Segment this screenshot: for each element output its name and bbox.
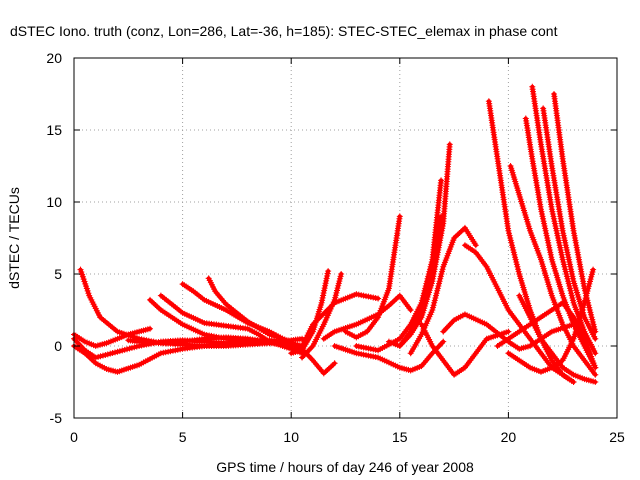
series-arc-20 bbox=[407, 224, 479, 357]
series-markers bbox=[353, 177, 445, 354]
series-arc-25 bbox=[507, 163, 599, 378]
series-arc-19 bbox=[396, 213, 445, 349]
plot-border bbox=[73, 57, 618, 419]
series-markers bbox=[205, 275, 295, 345]
x-tick-label: 0 bbox=[70, 429, 78, 445]
series-markers bbox=[507, 163, 599, 378]
series-arc-32 bbox=[494, 299, 599, 371]
series-markers bbox=[516, 292, 599, 385]
series-line bbox=[354, 178, 444, 353]
series-arc-15 bbox=[320, 292, 414, 342]
series-markers bbox=[505, 266, 597, 375]
y-axis-title: dSTEC / TECUs bbox=[6, 187, 22, 289]
x-tick-label: 5 bbox=[179, 429, 187, 445]
series-arc-27 bbox=[529, 83, 599, 357]
series-markers bbox=[540, 105, 599, 342]
series-markers bbox=[396, 213, 445, 349]
series-markers bbox=[299, 291, 382, 349]
series-arc-31 bbox=[505, 266, 597, 375]
series-markers bbox=[551, 91, 599, 335]
series-arc-28 bbox=[540, 105, 599, 342]
x-tick-label: 15 bbox=[392, 429, 408, 445]
series-markers bbox=[418, 321, 512, 378]
data-points bbox=[71, 83, 599, 385]
y-tick-label: 0 bbox=[54, 338, 62, 354]
x-axis-title: GPS time / hours of day 246 of year 2008 bbox=[216, 459, 474, 475]
series-markers bbox=[529, 83, 599, 357]
series-arc-14 bbox=[342, 213, 403, 341]
x-tick-label: 10 bbox=[283, 429, 299, 445]
series-markers bbox=[494, 299, 599, 371]
y-tick-label: 20 bbox=[46, 50, 62, 66]
y-tick-label: 5 bbox=[54, 266, 62, 282]
series-arc-26 bbox=[522, 115, 599, 371]
y-tick-label: 10 bbox=[46, 194, 62, 210]
x-tick-label: 20 bbox=[501, 429, 517, 445]
series-arc-21 bbox=[418, 321, 512, 378]
y-tick-label: -5 bbox=[50, 410, 63, 426]
y-tick-label: 15 bbox=[46, 122, 62, 138]
series-markers bbox=[407, 224, 479, 357]
series-markers bbox=[125, 334, 295, 349]
axis-ticks: 0 5 10 15 20 25 -5 0 5 10 15 20 bbox=[46, 50, 625, 445]
chart-title: dSTEC Iono. truth (conz, Lon=286, Lat=-3… bbox=[10, 23, 558, 39]
x-tick-label: 25 bbox=[609, 429, 625, 445]
series-arc-17 bbox=[353, 177, 445, 354]
series-arc-8 bbox=[205, 275, 295, 345]
series-arc-29 bbox=[551, 91, 599, 335]
series-markers bbox=[320, 292, 414, 342]
series-arc-13 bbox=[299, 291, 382, 349]
series-arc-9 bbox=[125, 334, 295, 349]
